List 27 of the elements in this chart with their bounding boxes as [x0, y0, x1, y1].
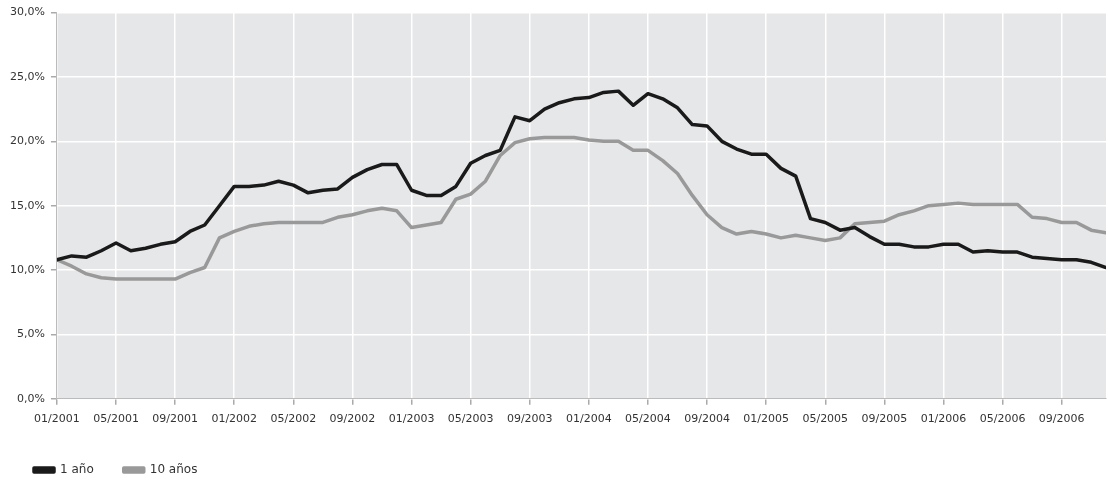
x-tick-label: 09/2005 — [861, 412, 908, 426]
x-tick-label: 05/2001 — [93, 412, 139, 426]
x-tick-label: 09/2006 — [1038, 412, 1085, 426]
x-tick-label: 05/2006 — [979, 412, 1026, 426]
x-tick-label: 01/2005 — [743, 412, 790, 426]
x-tick-label: 05/2003 — [447, 412, 494, 426]
y-tick-label: 5,0% — [16, 327, 45, 341]
x-tick-label: 09/2002 — [329, 412, 376, 426]
x-tick-label: 09/2001 — [152, 412, 198, 426]
y-tick-label: 30,0% — [9, 5, 45, 19]
x-tick-label: 05/2004 — [625, 412, 671, 426]
x-tick-label: 09/2004 — [684, 412, 730, 426]
legend-label: 10 años — [149, 462, 198, 477]
x-tick-label: 01/2002 — [211, 412, 258, 426]
x-tick-label: 01/2006 — [920, 412, 967, 426]
x-tick-label: 09/2003 — [506, 412, 553, 426]
y-tick-label: 10,0% — [9, 262, 45, 276]
x-tick-label: 01/2003 — [388, 412, 435, 426]
y-tick-label: 0,0% — [16, 391, 45, 405]
x-tick-label: 05/2002 — [270, 412, 317, 426]
x-tick-label: 05/2005 — [802, 412, 849, 426]
y-tick-label: 25,0% — [9, 69, 45, 83]
legend-label: 1 año — [60, 462, 94, 477]
x-tick-label: 01/2004 — [566, 412, 612, 426]
x-tick-label: 01/2001 — [34, 412, 80, 426]
y-tick-label: 20,0% — [9, 134, 45, 148]
y-tick-label: 15,0% — [9, 198, 45, 212]
